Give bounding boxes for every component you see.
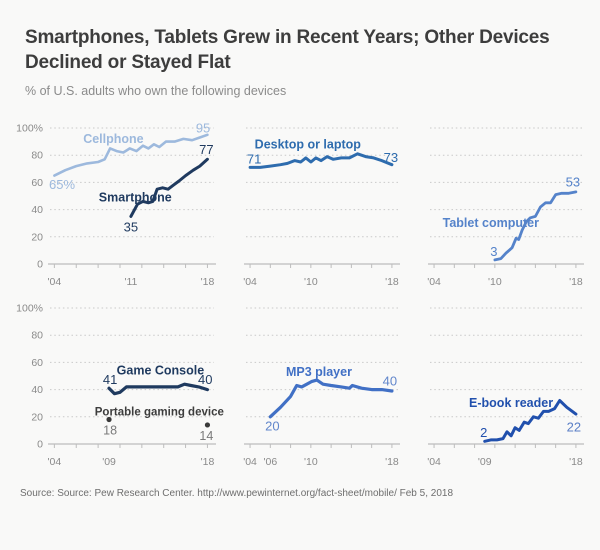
svg-text:0: 0 <box>37 439 43 451</box>
svg-text:20: 20 <box>31 412 43 424</box>
chart-tablet-computer: '04 '10 '18 Tablet computer 3 53 <box>427 127 584 288</box>
svg-text:60: 60 <box>31 177 43 189</box>
svg-text:65%: 65% <box>49 177 75 192</box>
svg-text:'04: '04 <box>48 276 62 288</box>
svg-text:80: 80 <box>31 330 43 342</box>
page-subtitle: % of U.S. adults who own the following d… <box>25 84 287 99</box>
svg-text:40: 40 <box>31 384 43 396</box>
svg-text:'18: '18 <box>201 276 215 288</box>
svg-text:'10: '10 <box>304 276 318 288</box>
svg-text:73: 73 <box>384 150 398 165</box>
svg-text:71: 71 <box>247 152 261 167</box>
svg-text:20: 20 <box>31 232 43 244</box>
svg-text:'04: '04 <box>48 456 62 468</box>
chart-card: Smartphones, Tablets Grew in Recent Year… <box>14 27 584 500</box>
svg-text:22: 22 <box>567 420 581 435</box>
svg-text:Desktop or laptop: Desktop or laptop <box>255 138 362 152</box>
svg-text:18: 18 <box>103 424 117 438</box>
svg-text:20: 20 <box>265 419 279 434</box>
svg-text:2: 2 <box>480 425 487 440</box>
svg-text:E-book reader: E-book reader <box>469 397 553 411</box>
svg-text:'06: '06 <box>263 456 277 468</box>
svg-text:Tablet computer: Tablet computer <box>443 217 539 231</box>
svg-text:95: 95 <box>196 121 210 136</box>
svg-text:14: 14 <box>199 429 213 443</box>
svg-text:'04: '04 <box>427 276 441 288</box>
svg-text:'18: '18 <box>385 276 399 288</box>
svg-text:40: 40 <box>383 374 397 389</box>
svg-text:'18: '18 <box>201 456 215 468</box>
svg-text:35: 35 <box>124 220 138 235</box>
svg-text:80: 80 <box>31 150 43 162</box>
svg-text:MP3 player: MP3 player <box>286 365 352 379</box>
svg-text:53: 53 <box>566 175 580 190</box>
svg-text:100%: 100% <box>16 123 43 135</box>
source-attribution: Source: Source: Pew Research Center. htt… <box>20 488 454 500</box>
svg-text:Cellphone: Cellphone <box>83 132 143 146</box>
svg-text:'10: '10 <box>488 276 502 288</box>
svg-text:60: 60 <box>31 357 43 369</box>
small-multiples-grid: 0 20 40 60 80 100% '04'11'18 Cellphone 65% 95 Smar… <box>14 118 584 470</box>
svg-text:'04: '04 <box>243 276 257 288</box>
svg-text:Smartphone: Smartphone <box>99 191 172 205</box>
svg-text:'18: '18 <box>569 456 583 468</box>
chart-mp3-player: '04 '06 '10 '18 MP3 player 20 40 <box>243 307 400 468</box>
svg-text:'18: '18 <box>385 456 399 468</box>
svg-text:77: 77 <box>199 142 213 157</box>
svg-text:'04: '04 <box>427 456 441 468</box>
svg-text:'11: '11 <box>124 276 137 288</box>
svg-text:Game Console: Game Console <box>117 364 205 378</box>
svg-text:0: 0 <box>37 259 43 271</box>
svg-text:'10: '10 <box>304 456 318 468</box>
svg-text:Portable gaming device: Portable gaming device <box>95 407 224 419</box>
svg-text:3: 3 <box>490 244 497 259</box>
page-title: Smartphones, Tablets Grew in Recent Year… <box>25 27 550 73</box>
svg-text:41: 41 <box>103 372 117 387</box>
svg-text:100%: 100% <box>16 303 43 315</box>
chart-cellphone-smartphone: 0 20 40 60 80 100% '04 '11 '18 Cellphone 65% 95 Smar… <box>16 121 216 288</box>
svg-text:'09: '09 <box>102 456 116 468</box>
svg-text:'18: '18 <box>569 276 583 288</box>
svg-text:40: 40 <box>31 204 43 216</box>
svg-text:40: 40 <box>198 372 212 387</box>
svg-text:'09: '09 <box>478 456 492 468</box>
svg-text:'04: '04 <box>243 456 257 468</box>
